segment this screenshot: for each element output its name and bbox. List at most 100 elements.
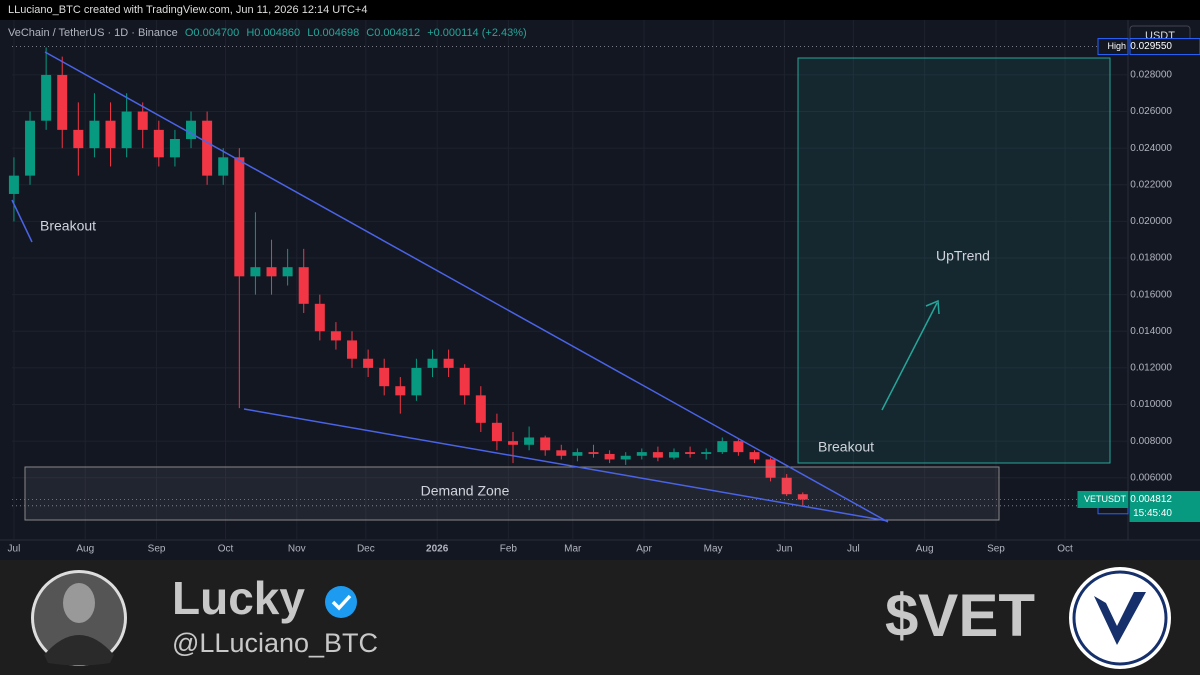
annotation: Breakout <box>40 218 96 234</box>
handle: @LLuciano_BTC <box>172 628 378 658</box>
candle-body <box>685 452 696 454</box>
candle-body <box>298 267 309 304</box>
candle-body <box>8 175 19 194</box>
y-tick-label: 0.012000 <box>1130 363 1172 374</box>
legend: VeChain / TetherUS · 1D · Binance O0.004… <box>8 27 527 39</box>
symbol: VeChain / TetherUS · 1D · Binance <box>8 27 178 39</box>
name: Lucky <box>172 572 305 624</box>
ohlc-close: C0.004812 <box>366 27 421 39</box>
price-name: VETUSDT <box>1084 494 1127 504</box>
candle-body <box>395 386 406 396</box>
verified-badge <box>325 586 357 618</box>
candle-body <box>765 459 776 478</box>
candle-body <box>540 437 551 451</box>
candle-body <box>508 441 519 445</box>
trendline-left <box>11 199 33 243</box>
candle-body <box>250 267 261 277</box>
candle-body <box>105 120 116 149</box>
candle-body <box>717 441 728 453</box>
countdown: 15:45:40 <box>1133 508 1172 519</box>
x-tick-label: Aug <box>76 544 94 555</box>
candle-body <box>588 452 599 454</box>
price-tag-value: 0.004812 <box>1130 494 1172 505</box>
candle-body <box>749 452 760 460</box>
ohlc-low: L0.004698 <box>307 27 360 39</box>
candle-body <box>427 358 438 368</box>
x-tick-label: Jun <box>776 544 792 555</box>
check <box>331 594 352 611</box>
ohlc-open: O0.004700 <box>184 27 240 39</box>
candle-body <box>669 452 680 458</box>
chart-bg <box>0 20 1200 560</box>
avatar-face <box>63 583 95 623</box>
x-tick-label: May <box>704 544 723 555</box>
candle-body <box>57 74 68 130</box>
y-tick-label: 0.006000 <box>1130 472 1172 483</box>
candle-body <box>379 367 390 387</box>
candle-body <box>411 367 422 396</box>
x-tick-label: Nov <box>288 544 306 555</box>
x-tick-label: Sep <box>987 544 1005 555</box>
candle-body <box>330 331 341 341</box>
candle-body <box>491 422 502 442</box>
candle-body <box>475 395 486 423</box>
arrow <box>881 302 938 411</box>
ohlc-high: H0.004860 <box>246 27 301 39</box>
header: LLuciano_BTC created with TradingView.co… <box>0 0 1200 20</box>
candle-body <box>604 453 615 460</box>
candle-body <box>363 358 374 368</box>
uptrend-box <box>797 57 1111 464</box>
candle-body <box>652 452 663 458</box>
candle-body <box>218 157 229 176</box>
annotation: UpTrend <box>936 248 990 264</box>
candle-body <box>234 157 245 277</box>
x-tick-label: Jul <box>847 544 860 555</box>
logo <box>1072 570 1168 666</box>
banner <box>0 560 1200 675</box>
x-tick-label: Oct <box>218 544 234 555</box>
price-tag <box>1129 38 1200 56</box>
annotation: Breakout <box>818 439 874 455</box>
x-tick-label: Apr <box>636 544 652 555</box>
candle-body <box>137 111 148 130</box>
x-tick-label: Aug <box>916 544 934 555</box>
trendline-upper <box>44 51 889 523</box>
candle-body <box>202 120 213 176</box>
y-tick-label: 0.024000 <box>1130 143 1172 154</box>
candle-body <box>314 303 325 332</box>
logo-v <box>1094 592 1146 645</box>
candle-body <box>620 455 631 460</box>
y-tick-label: 0.014000 <box>1130 326 1172 337</box>
candle-body <box>347 340 358 359</box>
trendline-lower <box>243 408 889 522</box>
candle-body <box>524 437 535 445</box>
candle-body <box>121 111 132 149</box>
price-tag-value: 0.029550 <box>1130 41 1172 52</box>
x-tick-label: Oct <box>1057 544 1073 555</box>
x-tick-label: Feb <box>500 544 518 555</box>
candle-body <box>89 120 100 149</box>
y-tick-label: 0.026000 <box>1130 106 1172 117</box>
x-tick-label: Jul <box>8 544 21 555</box>
y-tick-label: 0.010000 <box>1130 399 1172 410</box>
candle-body <box>25 120 36 176</box>
candle-body <box>282 267 293 277</box>
x-tick-label: Mar <box>564 544 582 555</box>
candle-body <box>41 74 52 121</box>
y-tick-label: 0.020000 <box>1130 216 1172 227</box>
ohlc-change: +0.000114 (+2.43%) <box>427 27 527 39</box>
demand-zone <box>24 466 1000 521</box>
y-tick-label: 0.008000 <box>1130 436 1172 447</box>
avatar-body <box>44 635 114 666</box>
price-tag <box>1129 490 1200 522</box>
price-name-tag <box>1097 38 1129 56</box>
annotation: Demand Zone <box>421 483 510 499</box>
candle-body <box>443 358 454 368</box>
y-tick-label: 0.018000 <box>1130 253 1172 264</box>
y-tick-label: 0.016000 <box>1130 289 1172 300</box>
x-tick-label: 2026 <box>426 544 449 555</box>
x-tick-label: Dec <box>357 544 375 555</box>
price-name: High <box>1107 41 1126 51</box>
